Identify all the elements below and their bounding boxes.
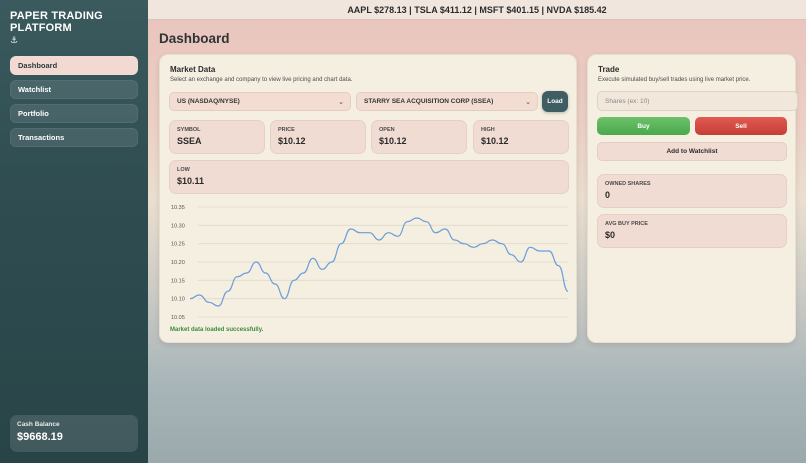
market-data-subtitle: Select an exchange and company to view l…: [170, 77, 353, 83]
market-data-title: Market Data: [170, 65, 216, 74]
stat-low: LOW $10.11: [169, 160, 569, 194]
stat-open: OPEN $10.12: [371, 120, 467, 154]
shares-input[interactable]: Shares (ex: 10): [597, 91, 798, 111]
page-title: Dashboard: [159, 31, 230, 46]
stat-label: PRICE: [278, 127, 295, 133]
company-select[interactable]: STARRY SEA ACQUISITION CORP (SSEA) ⌄: [356, 92, 538, 111]
stat-high: HIGH $10.12: [473, 120, 569, 154]
price-chart-svg: 10.35 10.30 10.25 10.20 10.15 10.10 10.05: [171, 205, 569, 321]
stat-value: $10.12: [379, 136, 407, 146]
brand-title: PAPER TRADING PLATFORM: [10, 10, 103, 34]
trade-card: Trade Execute simulated buy/sell trades …: [587, 54, 798, 343]
y-tick-label: 10.15: [171, 278, 185, 284]
trade-title: Trade: [598, 65, 620, 74]
y-tick-label: 10.25: [171, 242, 185, 248]
cash-balance-value: $9668.19: [17, 431, 63, 443]
add-to-watchlist-button[interactable]: Add to Watchlist: [597, 142, 787, 161]
load-button[interactable]: Load: [542, 91, 568, 112]
avg-buy-price-value: $0: [605, 230, 616, 240]
y-tick-label: 10.35: [171, 205, 185, 211]
chevron-down-icon: ⌄: [525, 99, 531, 106]
stat-symbol: SYMBOL SSEA: [169, 120, 265, 154]
y-tick-label: 10.30: [171, 223, 185, 229]
owned-shares-label: OWNED SHARES: [605, 181, 651, 187]
avg-buy-price-card: AVG BUY PRICE $0: [597, 214, 787, 248]
stat-price: PRICE $10.12: [270, 120, 366, 154]
stat-label: LOW: [177, 167, 190, 173]
sidebar-item-transactions[interactable]: Transactions: [10, 128, 138, 147]
price-line: [189, 217, 569, 307]
sidebar: PAPER TRADING PLATFORM ⚓ Dashboard Watch…: [0, 0, 148, 463]
exchange-select-value: US (NASDAQ/NYSE): [177, 98, 240, 105]
anchor-icon: ⚓: [10, 35, 19, 45]
company-select-value: STARRY SEA ACQUISITION CORP (SSEA): [364, 98, 494, 105]
buy-button[interactable]: Buy: [597, 117, 690, 135]
exchange-select[interactable]: US (NASDAQ/NYSE) ⌄: [169, 92, 351, 111]
sidebar-item-dashboard[interactable]: Dashboard: [10, 56, 138, 75]
stat-value: $10.12: [481, 136, 509, 146]
cash-balance-label: Cash Balance: [17, 421, 60, 428]
sidebar-item-watchlist[interactable]: Watchlist: [10, 80, 138, 99]
stat-label: OPEN: [379, 127, 395, 133]
price-chart: 10.35 10.30 10.25 10.20 10.15 10.10 10.05: [168, 201, 573, 321]
trade-subtitle: Execute simulated buy/sell trades using …: [598, 77, 751, 83]
stat-value: $10.12: [278, 136, 306, 146]
market-data-card: Market Data Select an exchange and compa…: [159, 54, 577, 343]
stat-value: $10.11: [177, 176, 205, 186]
owned-shares-value: 0: [605, 190, 611, 200]
sidebar-item-portfolio[interactable]: Portfolio: [10, 104, 138, 123]
y-tick-label: 10.10: [171, 297, 185, 303]
cash-balance-card: Cash Balance $9668.19: [10, 415, 138, 452]
status-message: Market data loaded successfully.: [170, 327, 264, 333]
y-tick-label: 10.20: [171, 260, 185, 266]
stat-label: HIGH: [481, 127, 495, 133]
chevron-down-icon: ⌄: [338, 99, 344, 106]
ticker-bar: AAPL $278.13 | TSLA $411.12 | MSFT $401.…: [148, 0, 806, 20]
owned-shares-card: OWNED SHARES 0: [597, 174, 787, 208]
stat-label: SYMBOL: [177, 127, 201, 133]
sidebar-nav: Dashboard Watchlist Portfolio Transactio…: [10, 56, 138, 147]
stat-value: SSEA: [177, 136, 202, 146]
sell-button[interactable]: Sell: [695, 117, 787, 135]
y-tick-label: 10.05: [171, 315, 185, 321]
avg-buy-price-label: AVG BUY PRICE: [605, 221, 648, 227]
